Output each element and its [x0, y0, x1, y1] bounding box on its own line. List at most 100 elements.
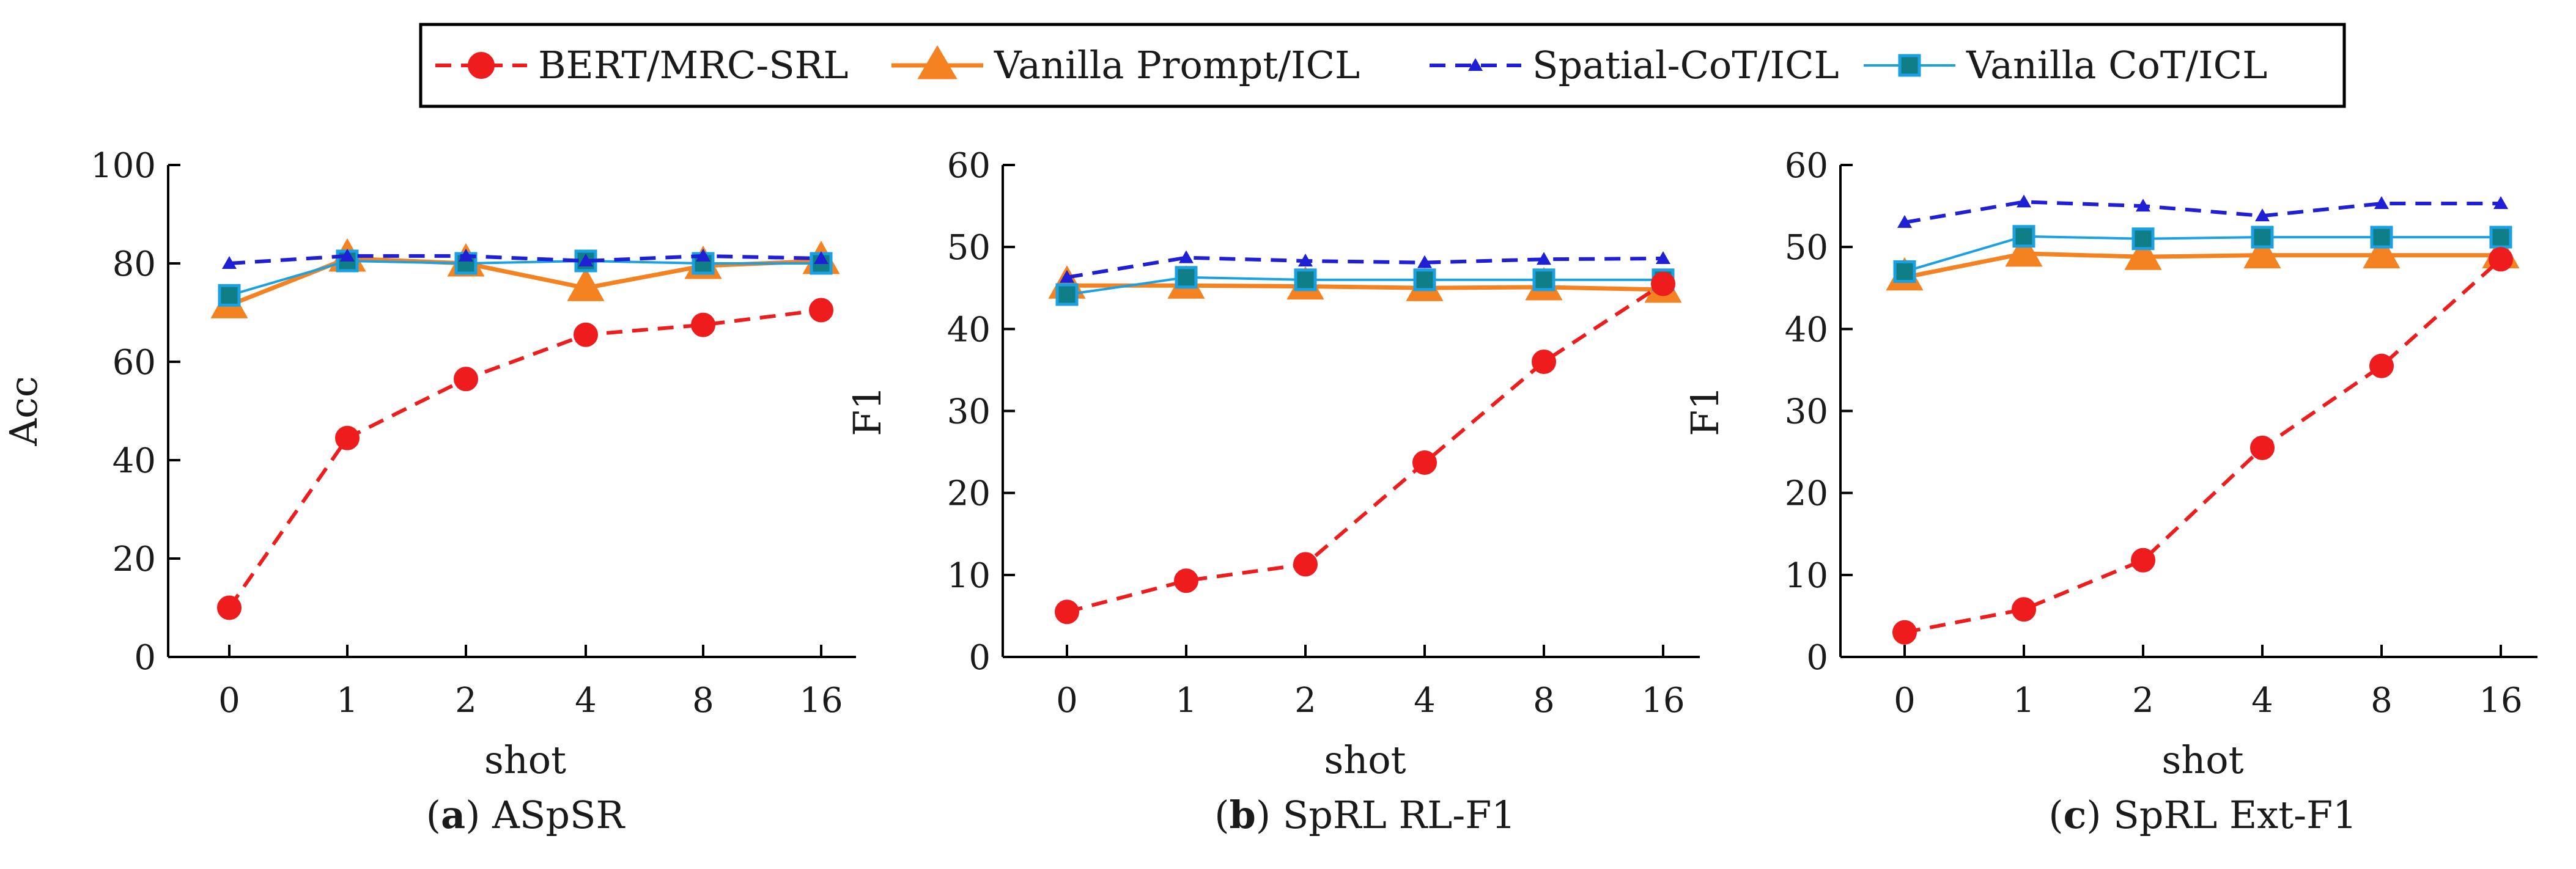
x-tick-label: 2 [2132, 681, 2154, 721]
x-axis-label: shot [2162, 738, 2244, 782]
data-point-spatial-cot [340, 248, 355, 262]
data-point-bert [335, 425, 360, 450]
data-point-bert [1532, 350, 1556, 374]
data-point-bert [691, 312, 715, 337]
series-bert [1892, 247, 2513, 645]
x-tick-label: 2 [1294, 681, 1316, 721]
data-point-vanilla-prompt [2005, 233, 2043, 267]
data-point-vanilla-prompt [2124, 237, 2162, 270]
x-tick-label: 16 [2479, 681, 2522, 721]
series-line-bert [227, 308, 822, 609]
y-tick-label: 40 [113, 441, 156, 481]
x-tick-label: 4 [575, 681, 597, 721]
data-point-spatial-cot [578, 253, 593, 266]
series-line-vanilla-cot [1904, 235, 2501, 273]
y-tick-label: 50 [1785, 228, 1828, 268]
panel-caption: (c) SpRL Ext-F1 [2048, 793, 2356, 837]
data-point-vanilla-cot [218, 284, 241, 307]
data-point-spatial-cot [222, 256, 237, 269]
data-point-spatial-cot [2493, 196, 2508, 210]
legend-label-bert: BERT/MRC-SRL [538, 43, 849, 87]
series-line-bert [1904, 258, 2503, 634]
legend-entry-bert: BERT/MRC-SRL [435, 43, 849, 87]
x-tick-label: 0 [1056, 681, 1078, 721]
data-point-vanilla-cot [1055, 283, 1079, 306]
series-spatial-cot [222, 248, 829, 269]
series-vanilla-prompt [210, 238, 840, 318]
series-vanilla-prompt [1886, 233, 2520, 291]
x-axis-label: shot [1324, 738, 1406, 782]
legend-border [419, 23, 2346, 108]
y-tick-label: 60 [947, 146, 991, 186]
x-tick-label: 4 [2251, 681, 2273, 721]
data-point-vanilla-cot [1175, 266, 1198, 289]
x-tick-label: 0 [218, 681, 240, 721]
legend-marker-spatial-cot [1468, 58, 1483, 71]
y-tick-label: 10 [947, 556, 991, 596]
x-tick-label: 8 [1533, 681, 1555, 721]
data-point-bert [1412, 450, 1437, 475]
series-line-vanilla-cot [229, 259, 821, 297]
data-point-vanilla-prompt [2363, 235, 2401, 269]
y-tick-label: 100 [90, 146, 156, 186]
legend-label-vanilla-cot: Vanilla CoT/ICL [1966, 43, 2267, 87]
data-point-vanilla-cot [1893, 260, 1916, 283]
y-axis-label: Acc [1, 376, 46, 446]
series-line-vanilla-prompt [1067, 283, 1664, 292]
data-point-spatial-cot [2017, 194, 2031, 208]
data-point-vanilla-cot [1532, 268, 1556, 292]
data-point-vanilla-prompt [567, 268, 605, 301]
data-point-bert [1293, 552, 1318, 577]
y-tick-label: 20 [947, 474, 991, 514]
data-point-bert [2250, 435, 2275, 460]
data-point-bert [2489, 247, 2513, 272]
data-point-bert [574, 322, 598, 347]
series-line-bert [1066, 282, 1664, 614]
data-point-bert [2369, 353, 2394, 378]
series-line-spatial-cot [229, 254, 822, 265]
data-point-spatial-cot [1179, 250, 1194, 263]
data-point-bert [1651, 271, 1675, 296]
x-tick-label: 8 [2371, 681, 2393, 721]
x-tick-label: 2 [455, 681, 477, 721]
data-point-spatial-cot [2374, 196, 2389, 210]
panel-caption: (a) ASpSR [426, 793, 626, 837]
y-tick-label: 20 [1785, 474, 1828, 514]
data-point-spatial-cot [1417, 255, 1432, 268]
data-point-bert [2131, 548, 2155, 573]
panel-caption: (b) SpRL RL-F1 [1214, 793, 1515, 837]
panel-a-aspsr: 0 20 40 60 80 100 0 1 2 4 8 16 shot Acc (a) ASpSR [1, 146, 856, 837]
data-point-spatial-cot [1298, 253, 1313, 266]
x-axis-label: shot [484, 738, 566, 782]
x-tick-label: 16 [799, 681, 843, 721]
legend-entry-spatial-cot: Spatial-CoT/ICL [1430, 43, 1839, 87]
legend-label-spatial-cot: Spatial-CoT/ICL [1532, 43, 1839, 87]
legend-entry-vanilla-cot: Vanilla CoT/ICL [1864, 43, 2267, 87]
data-point-spatial-cot [459, 248, 473, 262]
series-line-vanilla-cot [1066, 276, 1663, 296]
series-spatial-cot [1060, 250, 1670, 283]
data-point-vanilla-cot [2251, 226, 2274, 249]
y-tick-label: 20 [113, 540, 156, 579]
data-point-spatial-cot [814, 251, 829, 264]
series-line-vanilla-prompt [228, 256, 822, 307]
panel-b-sprl-rl-f1: 0 10 20 30 40 50 60 0 1 2 4 8 16 shot F1 (b) SpRL RL-F1 [845, 146, 1700, 837]
series-spatial-cot [1897, 194, 2508, 228]
data-point-spatial-cot [696, 248, 710, 262]
y-tick-label: 40 [947, 310, 991, 350]
x-tick-label: 1 [2013, 681, 2035, 721]
data-point-vanilla-cot [1294, 268, 1317, 292]
legend-marker-vanilla-prompt [917, 45, 958, 79]
series-bert [217, 298, 833, 620]
y-tick-label: 60 [113, 343, 156, 383]
data-point-spatial-cot [1656, 251, 1670, 264]
y-tick-label: 10 [1785, 556, 1828, 596]
legend-entry-vanilla-prompt: Vanilla Prompt/ICL [891, 43, 1360, 87]
data-point-bert [454, 367, 478, 392]
legend: BERT/MRC-SRL Vanilla Prompt/ICL Spatial-… [419, 23, 2346, 108]
panel-c-sprl-ext-f1: 0 10 20 30 40 50 60 0 1 2 4 8 16 shot F1 (c) SpRL Ext-F… [1683, 146, 2537, 837]
y-tick-label: 30 [947, 392, 991, 432]
legend-marker-bert [468, 52, 495, 79]
data-point-vanilla-prompt [2243, 235, 2281, 269]
